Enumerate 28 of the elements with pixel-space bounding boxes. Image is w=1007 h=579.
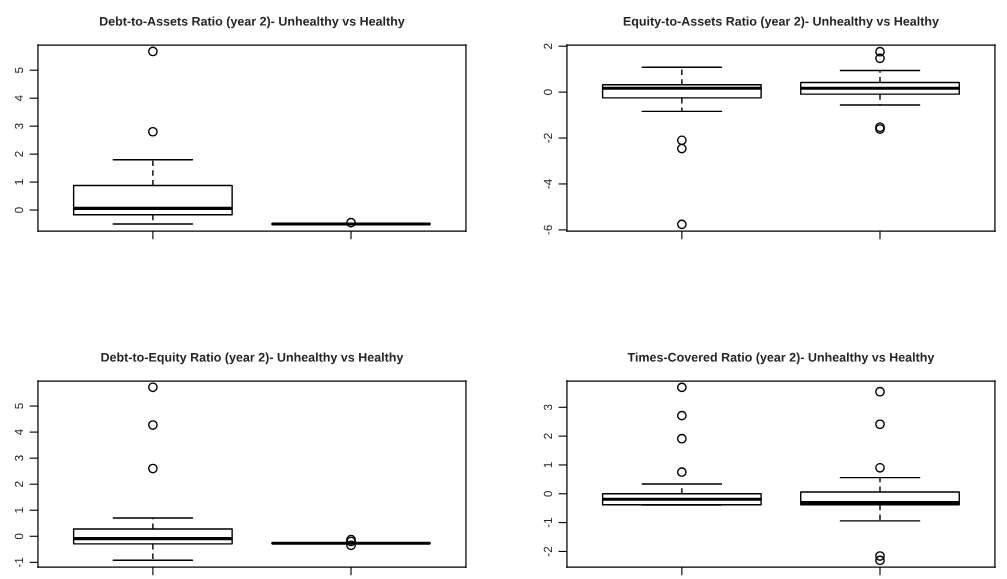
- y-tick-label: 2: [543, 43, 552, 49]
- y-tick-label: 2: [14, 481, 24, 487]
- y-tick-label: 4: [14, 95, 24, 102]
- y-tick-label: 4: [14, 429, 24, 436]
- y-tick-label: 1: [14, 507, 24, 513]
- y-tick-label: -1: [543, 517, 552, 528]
- y-tick-label: -6: [543, 225, 553, 235]
- y-tick-label: 2: [543, 433, 552, 439]
- chart-title: Debt-to-Assets Ratio (year 2)- Unhealthy vs Healthy: [99, 16, 405, 29]
- y-tick-label: -1: [14, 557, 24, 568]
- y-tick-label: 0: [543, 89, 553, 95]
- y-tick-label: 1: [543, 462, 552, 468]
- y-tick-label: -2: [543, 546, 552, 557]
- chart-title: Times-Covered Ratio (year 2)- Unhealthy vs Healthy: [627, 352, 935, 365]
- chart-title: Debt-to-Equity Ratio (year 2)- Unhealthy vs Healthy: [101, 352, 404, 365]
- y-tick-label: 5: [14, 67, 24, 74]
- y-tick-label: 2: [14, 151, 24, 157]
- y-tick-label: 0: [543, 490, 553, 497]
- y-tick-label: 3: [543, 404, 553, 411]
- y-tick-label: 3: [14, 123, 24, 129]
- y-tick-label: 3: [14, 455, 24, 461]
- y-tick-label: 1: [14, 179, 24, 185]
- y-tick-label: 0: [14, 207, 24, 213]
- y-tick-label: -4: [543, 179, 552, 189]
- chart-title: Equity-to-Assets Ratio (year 2)- Unhealthy vs Healthy: [623, 16, 939, 29]
- y-tick-label: 0: [14, 533, 24, 540]
- y-tick-label: -2: [543, 133, 552, 143]
- y-tick-label: 5: [14, 403, 24, 409]
